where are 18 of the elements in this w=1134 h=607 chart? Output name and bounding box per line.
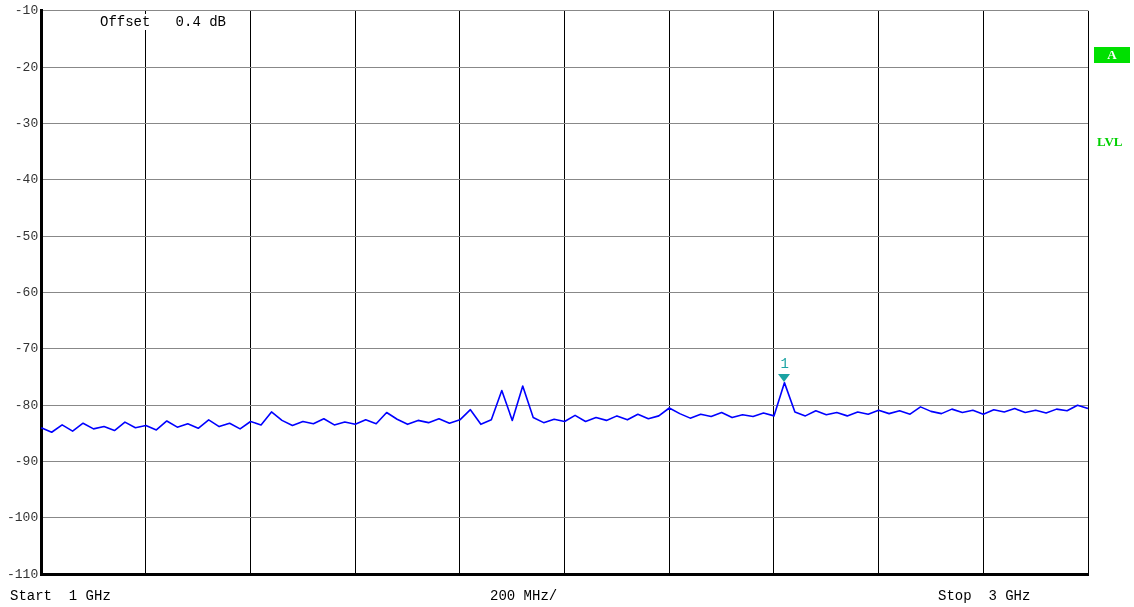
y-tick-label: -70	[14, 341, 39, 357]
y-tick-label: -40	[14, 172, 39, 188]
y-tick-label: -30	[14, 115, 39, 131]
annotation: 1	[780, 355, 789, 372]
y-tick-label: -80	[14, 397, 39, 413]
text: 200 MHz/	[490, 588, 558, 604]
y-tick-label: -50	[14, 228, 39, 244]
annotation: Offset 0.4 dB	[100, 14, 227, 30]
text: A	[1094, 47, 1130, 63]
text: LVL	[1097, 134, 1123, 150]
y-tick-label: -110	[6, 566, 39, 582]
y-tick-label: -20	[14, 59, 39, 75]
y-tick-label: -10	[14, 3, 39, 19]
y-tick-label: -100	[6, 510, 39, 526]
y-tick-label: -90	[14, 453, 39, 469]
y-tick-label: -60	[14, 284, 39, 300]
text: Stop 3 GHz	[938, 588, 1031, 604]
text: Start 1 GHz	[10, 588, 111, 604]
